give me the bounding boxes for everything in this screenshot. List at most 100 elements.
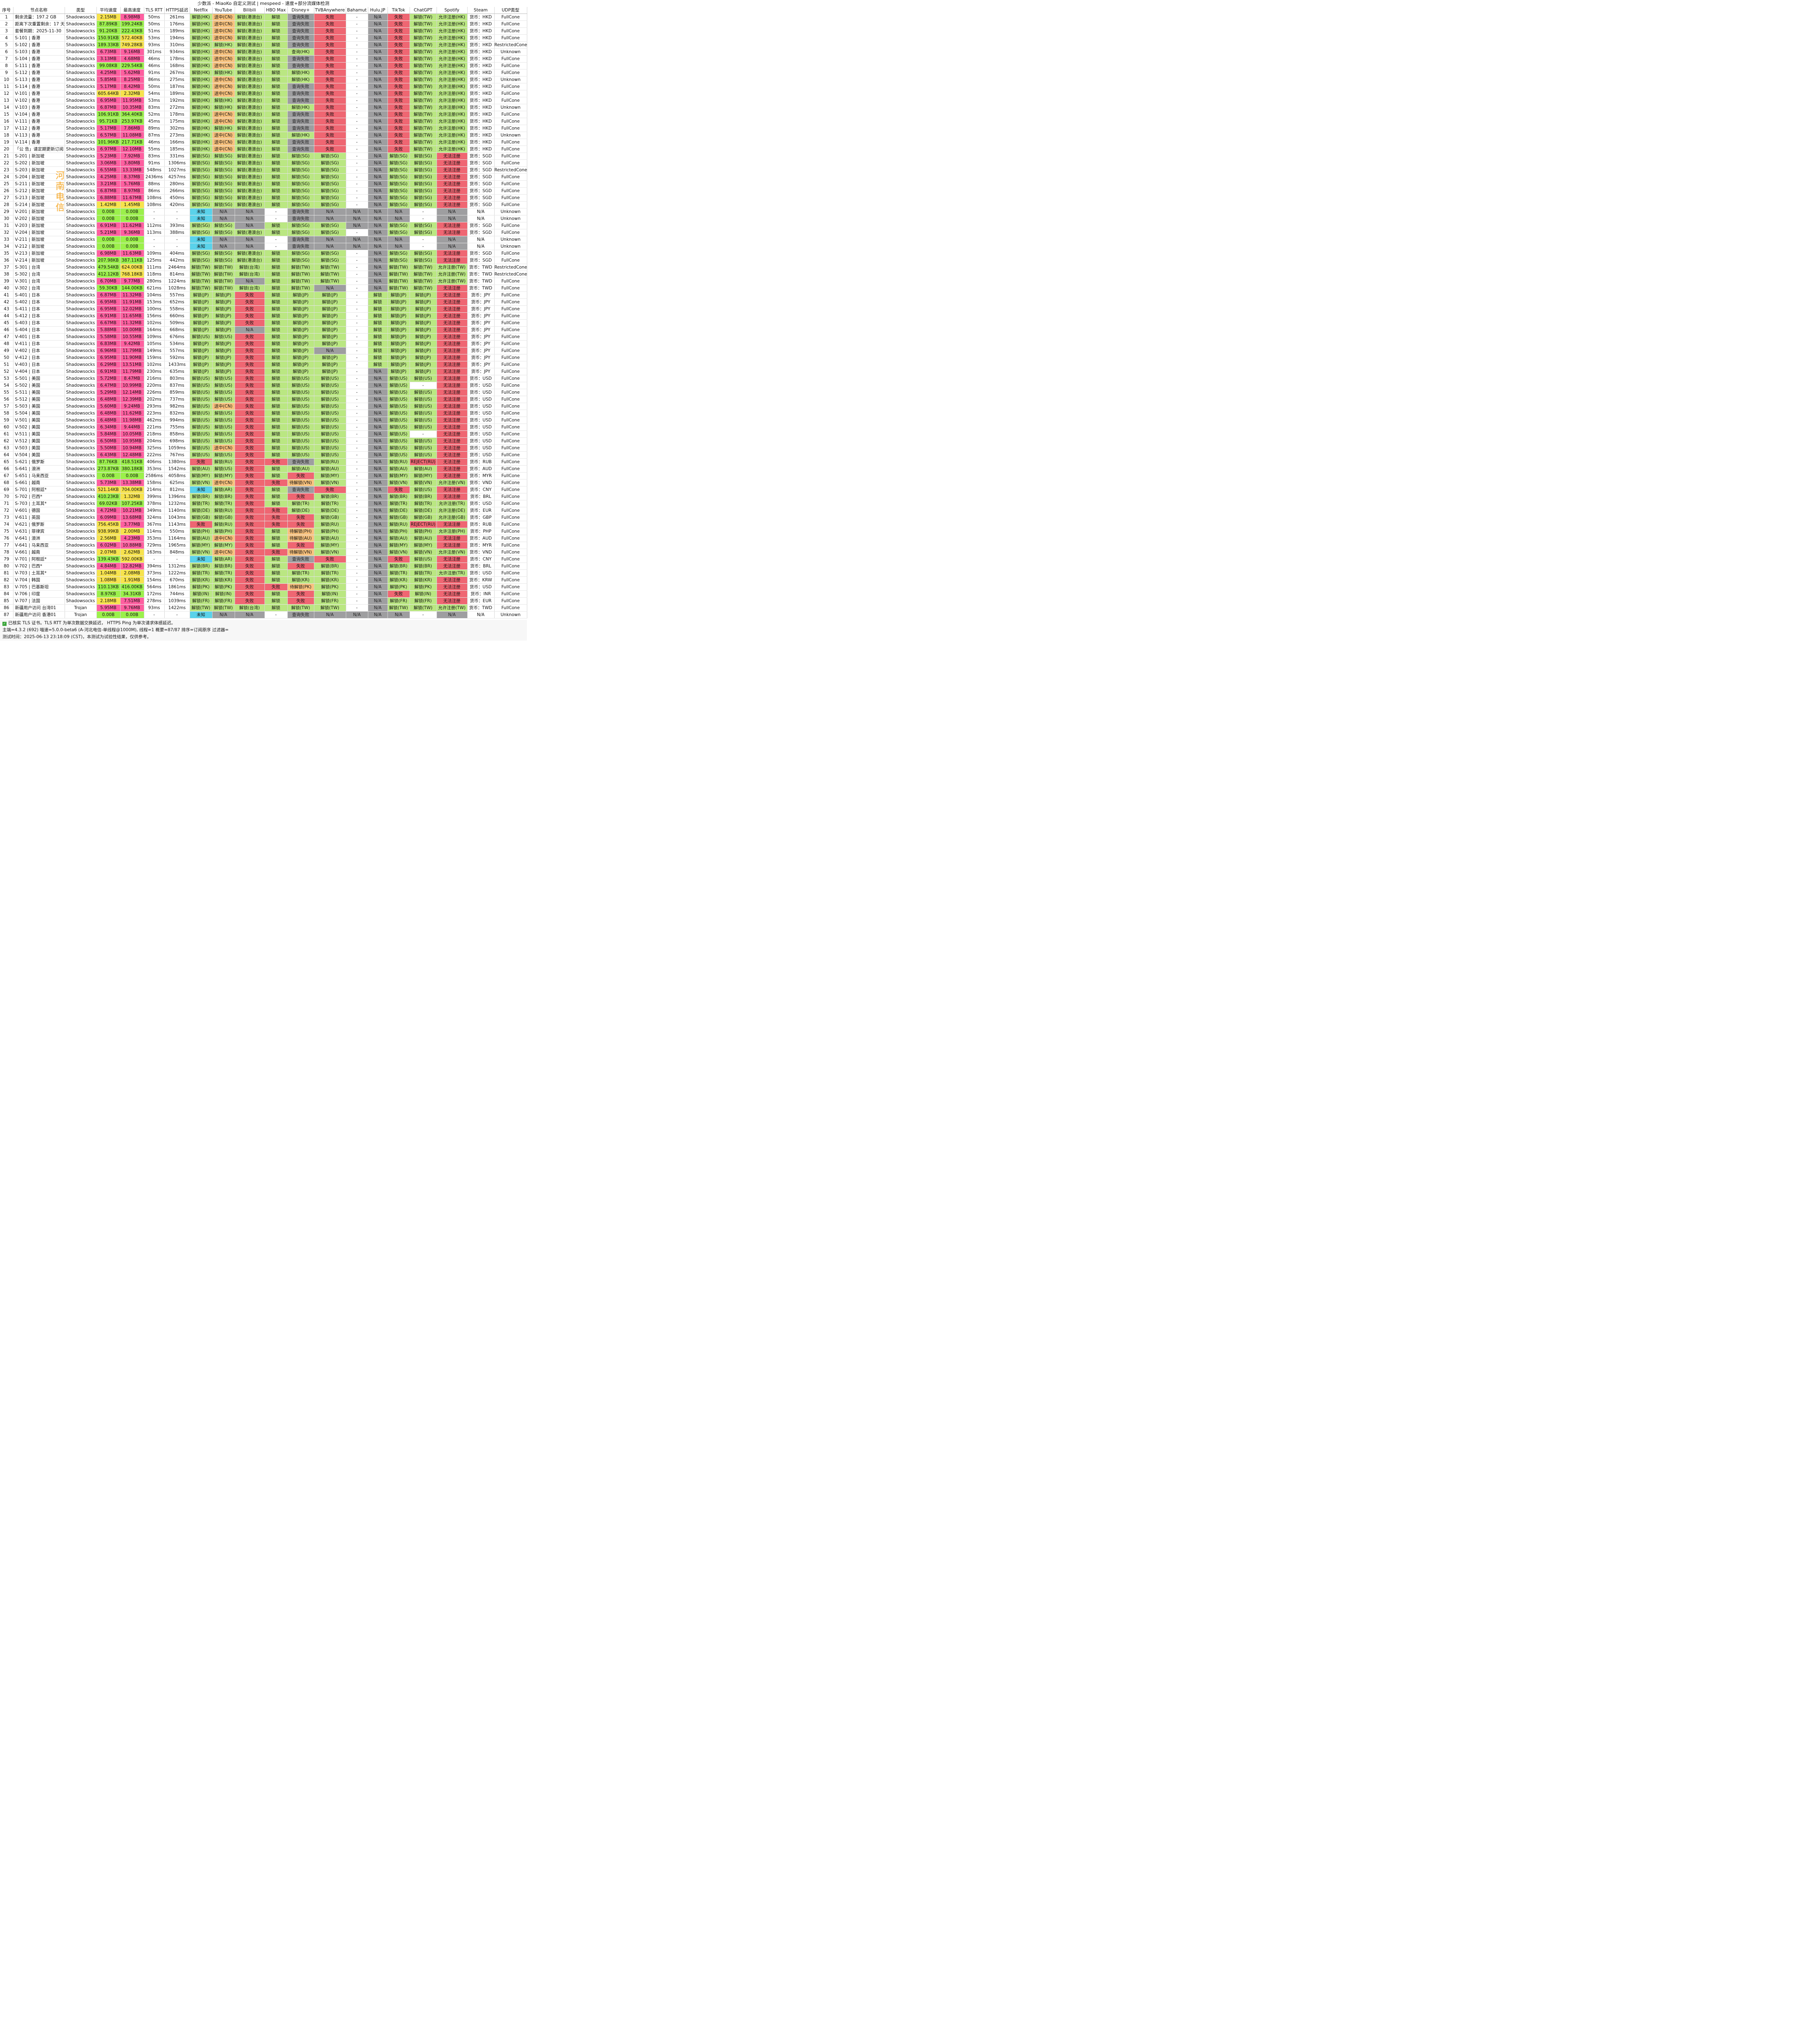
table-cell: FullCone [494, 55, 527, 63]
table-cell: 无法注册 [437, 396, 468, 403]
table-cell: 解锁(SG) [387, 222, 410, 229]
table-cell: 解锁(JP) [387, 312, 410, 320]
table-row: 85 V-707 | 法国 Shadowsocks 2.18MB 7.51MB 278ms… [0, 597, 527, 605]
table-row: 65 S-621 | 俄罗斯 Shadowsocks 87.76KB 418.51KB 4… [0, 458, 527, 466]
table-cell: N/A [368, 194, 388, 202]
table-cell: 解锁(TW) [314, 264, 346, 271]
table-cell: Shadowsocks [65, 27, 97, 35]
table-cell: 解锁(MY) [410, 472, 437, 480]
table-cell: N/A [368, 417, 388, 424]
table-cell: 解锁(TR) [314, 500, 346, 507]
table-cell: 49 [0, 347, 13, 354]
table-cell: 允许注册(HK) [437, 97, 468, 104]
table-cell: N/A [368, 521, 388, 528]
table-cell: 72 [0, 507, 13, 514]
table-cell: 解锁(PK) [190, 583, 213, 591]
table-cell: 848ms [164, 549, 190, 556]
table-cell: 解锁 [264, 125, 288, 132]
table-cell: 解锁 [264, 396, 288, 403]
table-cell: 110.13KB [96, 583, 121, 591]
table-cell: 失败 [387, 97, 410, 104]
table-cell: 6.50MB [96, 437, 121, 445]
table-cell: 380.18KB [120, 465, 144, 473]
table-cell: S-504 | 美国 [13, 410, 65, 417]
table-row: 5 S-102 | 香港 Shadowsocks 189.33KB 749.28KB 93… [0, 41, 527, 49]
table-cell: 3 [0, 27, 13, 35]
table-cell: 253.97KB [120, 118, 144, 125]
table-cell: 564ms [144, 583, 165, 591]
table-cell: 11.98MB [120, 417, 144, 424]
table-cell: 解锁 [264, 291, 288, 299]
table-cell: 7.51MB [120, 597, 144, 605]
table-cell: 解锁(SG) [387, 159, 410, 167]
table-cell: 解锁(TW) [410, 55, 437, 63]
table-cell: N/A [467, 611, 495, 619]
table-cell: 5.21MB [96, 229, 121, 236]
table-cell: S-202 | 新加坡 [13, 159, 65, 167]
table-cell: N/A [368, 472, 388, 480]
column-header: Netflix [190, 7, 213, 14]
table-cell: - [346, 326, 368, 334]
table-cell: 货币：JPY [467, 312, 495, 320]
table-cell: 解锁(TW) [410, 27, 437, 35]
table-cell: 解锁 [264, 305, 288, 313]
table-cell: 解锁(JP) [387, 291, 410, 299]
table-cell: FullCone [494, 403, 527, 410]
table-cell: N/A [368, 563, 388, 570]
table-cell: N/A [368, 90, 388, 97]
table-cell: N/A [368, 69, 388, 76]
table-cell: FullCone [494, 201, 527, 208]
table-cell: 解锁(JP) [212, 354, 235, 361]
table-cell: 查询失败 [287, 13, 314, 21]
table-cell: 解锁(TW) [410, 34, 437, 42]
table-cell: 解锁 [264, 13, 288, 21]
table-cell: 1143ms [164, 521, 190, 528]
table-cell: 解锁(港澳台) [235, 111, 265, 118]
table-cell: 109ms [144, 250, 165, 257]
table-cell: 353ms [144, 535, 165, 542]
table-cell: 解锁(US) [190, 417, 213, 424]
table-cell: 6.97MB [96, 146, 121, 153]
table-cell: 解锁(JP) [387, 361, 410, 368]
table-cell: 解锁(港澳台) [235, 257, 265, 264]
table-cell: 解锁(台湾) [235, 271, 265, 278]
table-cell: 450ms [164, 194, 190, 202]
table-cell: Unknown [494, 104, 527, 111]
table-cell: 解锁 [264, 361, 288, 368]
table-cell: - [346, 90, 368, 97]
table-row: 80 V-702 | 巴西* Shadowsocks 4.84MB 12.82MB 394… [0, 563, 527, 570]
table-cell: 解锁(US) [387, 396, 410, 403]
table-cell: 解锁 [264, 597, 288, 605]
table-cell: 54 [0, 382, 13, 389]
table-cell: Shadowsocks [65, 229, 97, 236]
table-cell: 无法注册 [437, 305, 468, 313]
table-cell: 解锁(TW) [410, 139, 437, 146]
table-cell: S-102 | 香港 [13, 41, 65, 49]
table-cell: 失败 [235, 500, 265, 507]
table-cell: N/A [368, 583, 388, 591]
table-cell: 2.56MB [96, 535, 121, 542]
table-cell: 6.96MB [96, 347, 121, 354]
table-cell: 176ms [164, 20, 190, 28]
table-cell: 105ms [144, 340, 165, 347]
table-cell: Shadowsocks [65, 104, 97, 111]
table-cell: FullCone [494, 27, 527, 35]
table-cell: V-101 | 香港 [13, 90, 65, 97]
table-cell: 解锁(SG) [387, 180, 410, 188]
table-cell: Shadowsocks [65, 173, 97, 181]
table-cell: 1043ms [164, 514, 190, 521]
table-cell: 解锁(SG) [410, 250, 437, 257]
table-row: 19 V-114 | 香港 Shadowsocks 101.96KB 217.71KB 4… [0, 139, 527, 146]
table-cell: 68 [0, 479, 13, 486]
table-cell: 货币：JPY [467, 340, 495, 347]
table-cell: 解锁(US) [287, 382, 314, 389]
table-cell: 解锁(VN) [387, 549, 410, 556]
table-cell: 允许注册(DE) [437, 507, 468, 514]
table-row: 67 S-651 | 马来西亚 Shadowsocks 0.00B 0.00B 2586m… [0, 472, 527, 480]
table-cell: FullCone [494, 583, 527, 591]
table-cell: - [346, 556, 368, 563]
table-cell: 无法注册 [437, 382, 468, 389]
table-cell: 解锁 [264, 55, 288, 63]
table-cell: 货币：SGD [467, 201, 495, 208]
table-cell: FullCone [494, 424, 527, 431]
